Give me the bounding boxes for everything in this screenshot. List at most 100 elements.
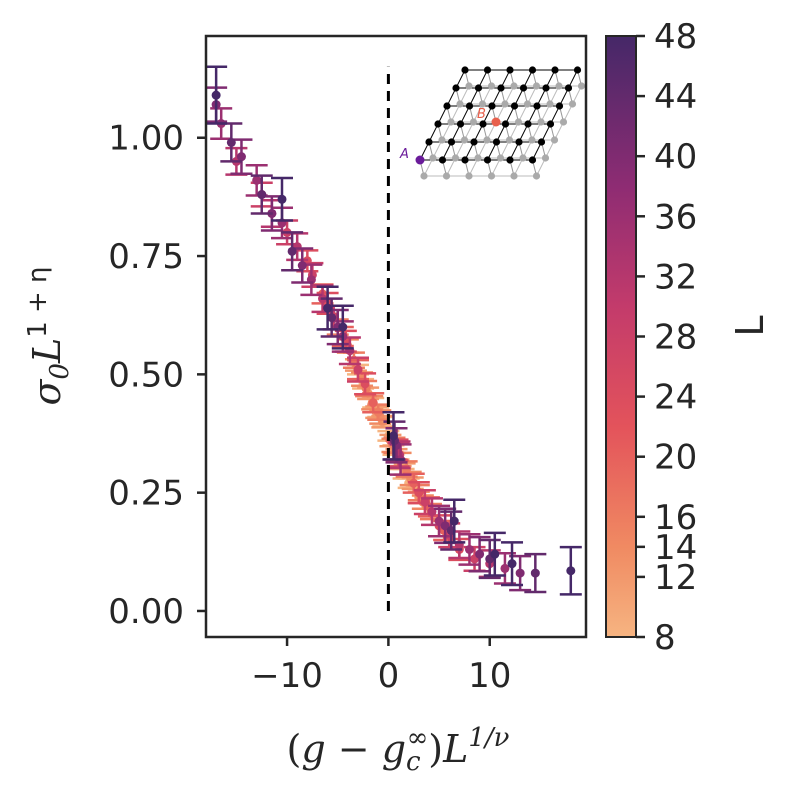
x-tick-label: 10 (468, 656, 511, 696)
data-point (353, 365, 363, 375)
data-point (449, 516, 459, 526)
data-point (507, 559, 517, 569)
data-point (530, 568, 540, 578)
site-a (501, 120, 510, 128)
site-a (533, 102, 541, 110)
data-point (211, 90, 221, 100)
site-a (515, 138, 523, 146)
colorbar-tick-label: 12 (654, 558, 697, 598)
site-a (573, 66, 582, 74)
site-a (461, 156, 469, 164)
site-a (506, 156, 514, 164)
site-b (523, 100, 532, 108)
data-point (287, 246, 297, 256)
site-a (474, 84, 483, 92)
site-b (541, 154, 550, 162)
site-b (568, 100, 577, 108)
site-a (456, 120, 465, 128)
site-b (483, 136, 491, 144)
site-a (546, 120, 555, 128)
lattice-inset: AB (399, 66, 586, 180)
site-a (461, 66, 469, 74)
site-a (528, 156, 537, 164)
plot-area: AB (204, 34, 588, 639)
y-tick-label: 0.75 (108, 237, 184, 277)
data-point (257, 190, 267, 200)
site-b (505, 136, 514, 144)
data-point (464, 544, 474, 554)
site-b (510, 172, 518, 180)
site-b (546, 100, 554, 108)
series-L40 (206, 86, 532, 592)
data-point (297, 261, 307, 271)
site-b (469, 118, 478, 126)
colorbar-label: L (728, 315, 772, 336)
site-a (465, 102, 474, 110)
data-point (515, 568, 525, 578)
site-a (528, 66, 537, 74)
colorbar-tick-label: 28 (654, 318, 697, 358)
site-b (465, 82, 473, 90)
site-a (564, 84, 573, 92)
x-axis-label: (g − gc∞)L1/ν (287, 723, 510, 777)
data-point (226, 137, 236, 147)
site-b (487, 82, 496, 90)
site-a (555, 102, 564, 110)
site-b (510, 82, 518, 90)
site-a (447, 138, 456, 146)
data-point (566, 566, 576, 576)
site-b (487, 172, 496, 180)
site-b (528, 136, 536, 144)
data-point (440, 521, 450, 531)
data-point (368, 398, 378, 408)
series-L44 (220, 122, 547, 594)
site-b (456, 100, 464, 108)
colorbar-tick-label: 36 (654, 197, 697, 237)
site-a (542, 84, 550, 92)
y-axis: 0.00 0.25 0.50 0.75 1.00 (108, 119, 206, 632)
data-point (475, 549, 485, 559)
data-point (338, 322, 348, 332)
data-point (500, 563, 510, 573)
site-a (506, 66, 514, 74)
site-b (537, 118, 545, 126)
site-a (438, 156, 447, 164)
site-b (451, 154, 460, 162)
x-tick-label: −10 (251, 656, 323, 696)
site-a (510, 102, 519, 110)
site-b (420, 172, 428, 180)
site-a (497, 84, 505, 92)
data-point (490, 549, 500, 559)
data-point (323, 303, 333, 313)
site-a (488, 102, 496, 110)
x-tick-label: 0 (378, 656, 400, 696)
site-a (483, 66, 492, 74)
site-a (524, 120, 532, 128)
site-a (551, 66, 559, 74)
site-a (434, 120, 442, 128)
y-tick-label: 1.00 (108, 119, 184, 159)
data-point (434, 516, 444, 526)
data-point (277, 194, 287, 204)
site-b (438, 136, 446, 144)
site-b (474, 154, 482, 162)
site-b (478, 100, 487, 108)
site-b (496, 154, 505, 162)
site-a (425, 138, 433, 146)
x-axis: −10 0 10 (251, 637, 511, 696)
site-b (532, 172, 541, 180)
colorbar-tick-label: 8 (654, 618, 676, 658)
site-b (550, 136, 559, 144)
y-tick-label: 0.25 (108, 474, 184, 514)
colorbar-tick-label: 44 (654, 77, 697, 117)
colorbar-tick-label: 20 (654, 438, 697, 478)
site-a (470, 138, 478, 146)
site-b (532, 82, 541, 90)
data-layer (206, 65, 582, 596)
colorbar-tick-label: 32 (654, 257, 697, 297)
site-b-marker (491, 117, 501, 127)
site-a (537, 138, 546, 146)
